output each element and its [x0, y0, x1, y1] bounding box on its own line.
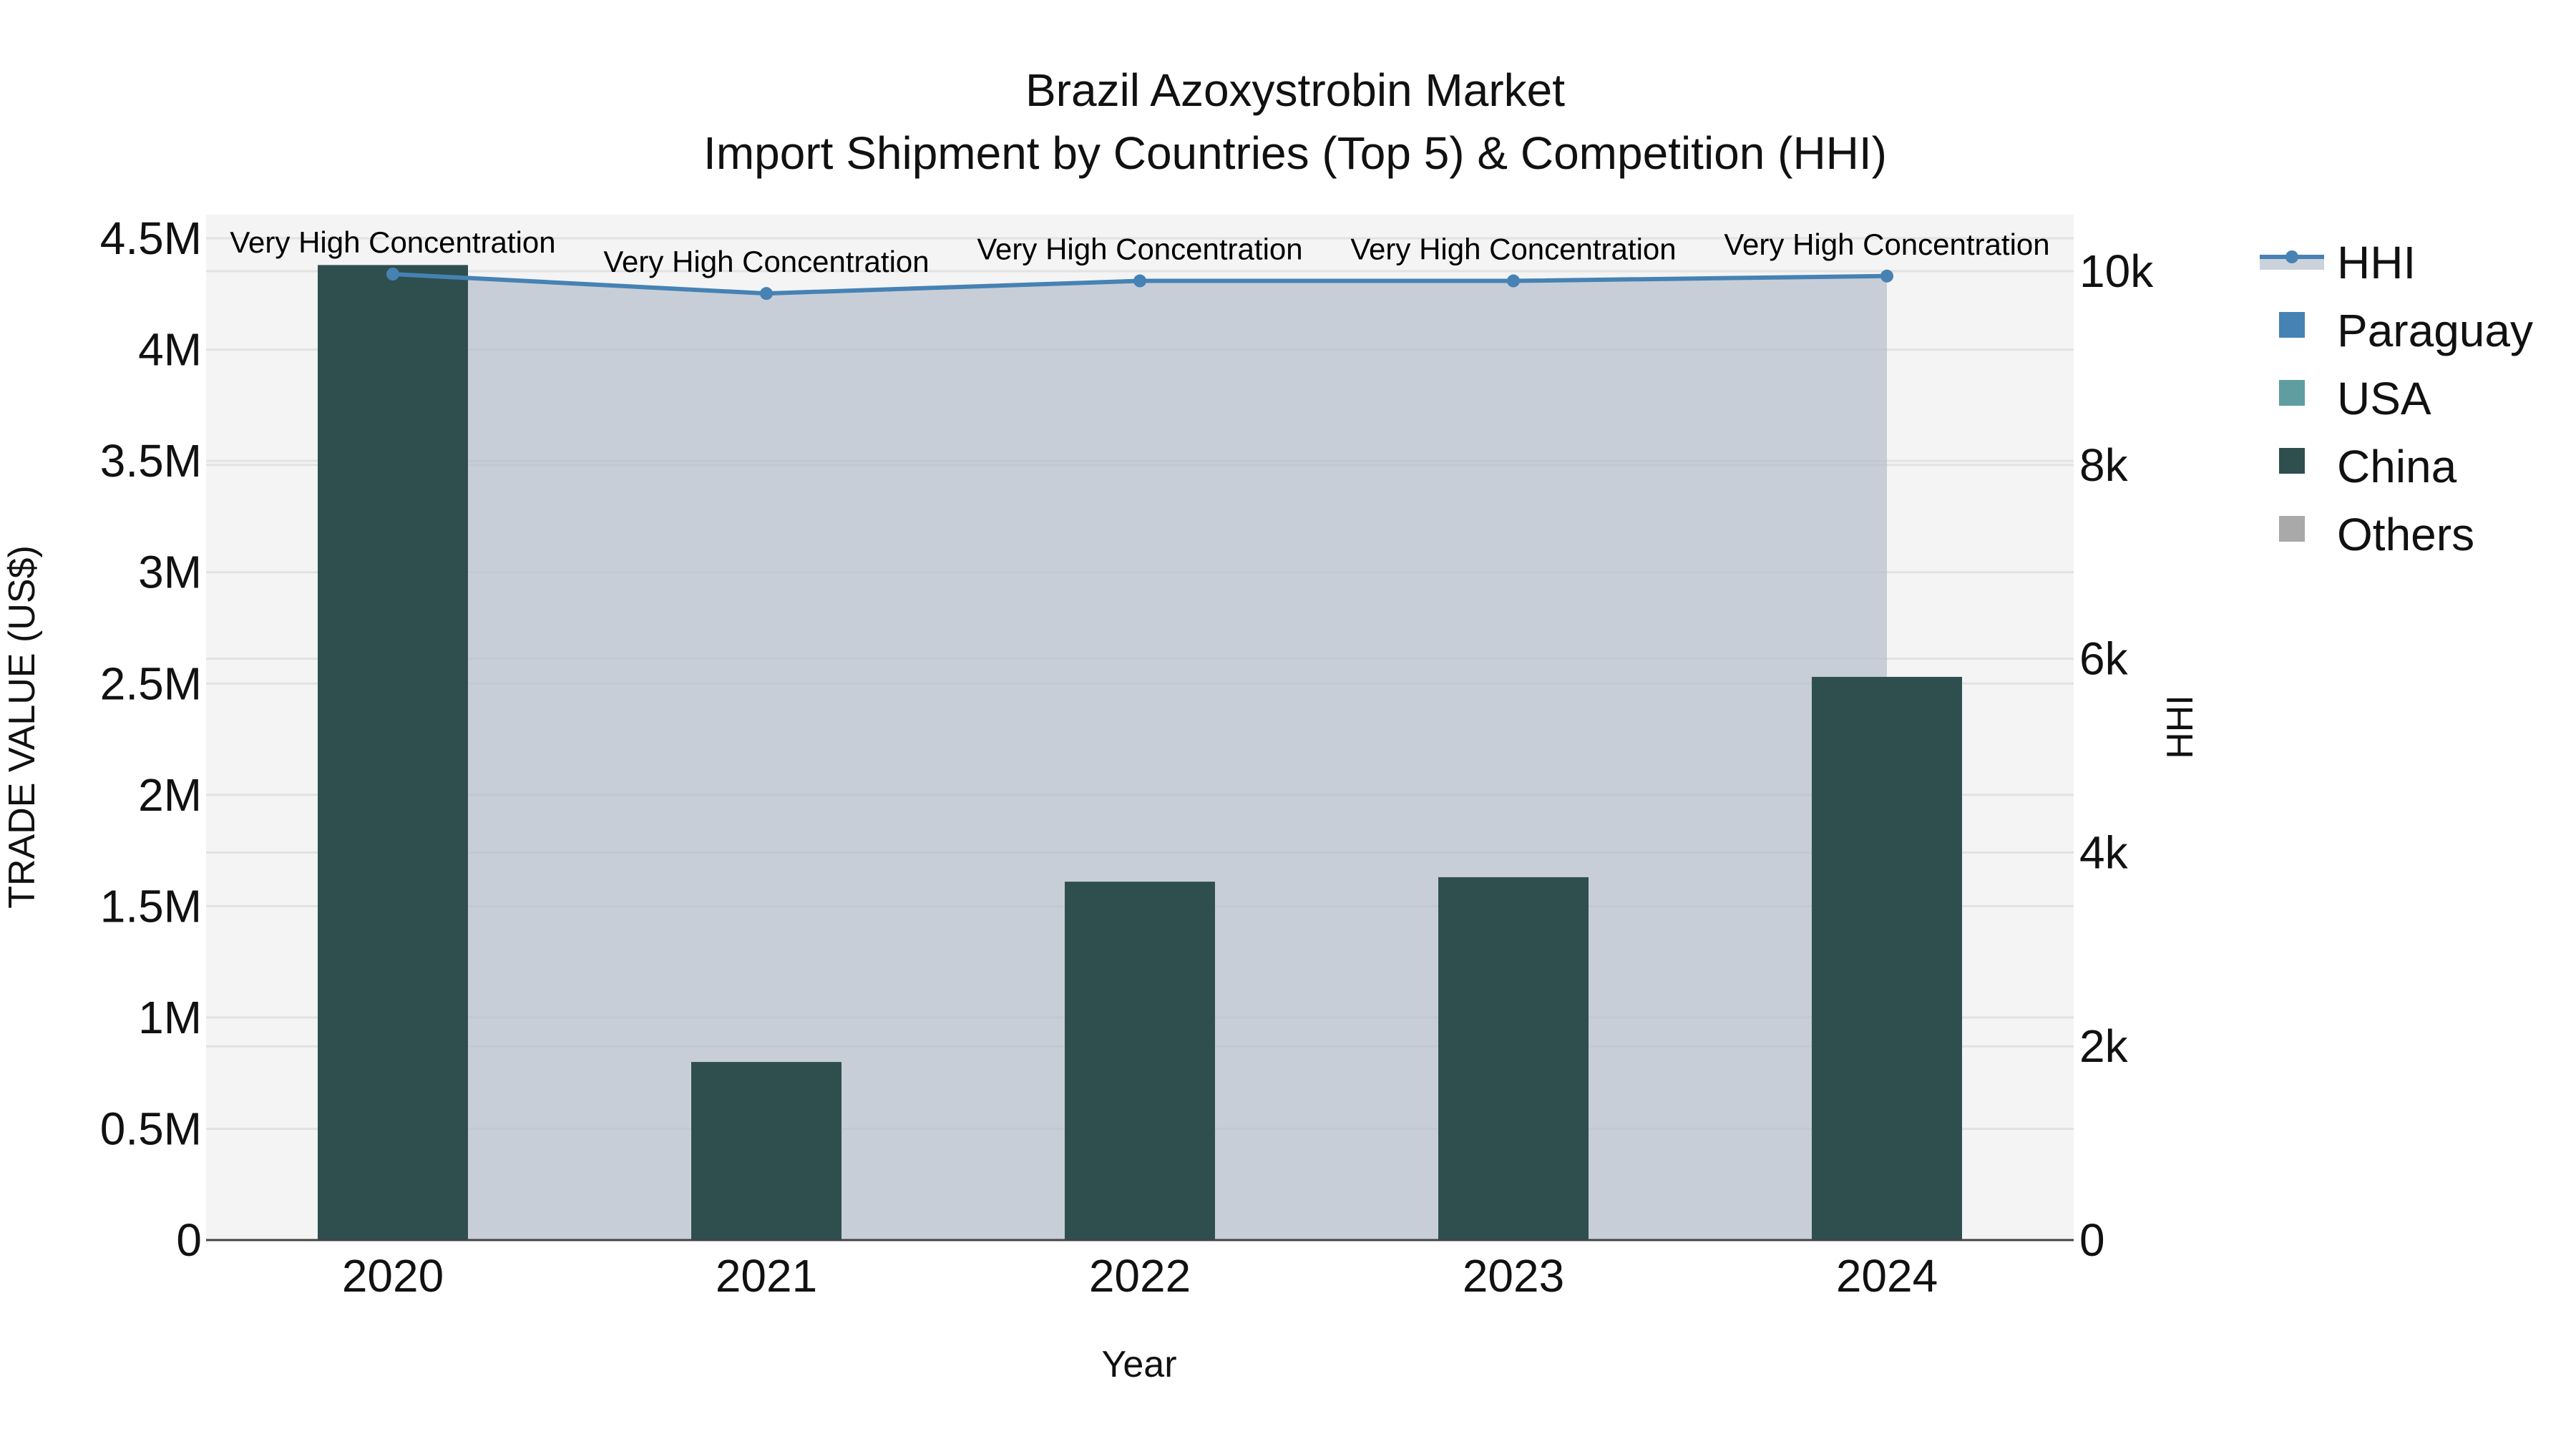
y-axis-title: TRADE VALUE (US$): [1, 545, 43, 909]
bar-china-2023[interactable]: [1438, 877, 1589, 1240]
x-tick-label: 2024: [1836, 1250, 1938, 1302]
y2-axis-title: HHI: [2160, 695, 2201, 759]
hhi-annotation: Very High Concentration: [977, 233, 1302, 266]
hhi-marker-2024[interactable]: [1880, 269, 1893, 283]
y-tick-label: 0.5M: [100, 1103, 202, 1154]
legend-item-china[interactable]: China: [2279, 441, 2457, 492]
y2-tick-label: 6k: [2079, 633, 2129, 685]
bar-china-2024[interactable]: [1812, 676, 1962, 1240]
legend-item-usa[interactable]: USA: [2279, 373, 2431, 424]
legend-square-icon: [2279, 380, 2305, 406]
y2-tick-label: 0: [2079, 1214, 2105, 1266]
y-tick-label: 1M: [138, 992, 202, 1043]
x-tick-label: 2021: [716, 1250, 817, 1302]
legend-label: USA: [2337, 373, 2431, 424]
legend-item-hhi[interactable]: HHI: [2260, 237, 2416, 288]
y2-tick-label: 10k: [2079, 245, 2154, 297]
x-tick-label: 2022: [1089, 1250, 1191, 1302]
hhi-marker-2023[interactable]: [1507, 274, 1520, 288]
legend-marker-icon: [2285, 250, 2298, 263]
y-tick-label: 2.5M: [100, 658, 202, 709]
y2-tick-label: 2k: [2079, 1020, 2129, 1072]
legend-square-icon: [2279, 448, 2305, 474]
legend-label: Paraguay: [2337, 305, 2533, 356]
legend-item-others[interactable]: Others: [2279, 509, 2474, 560]
bar-china-2021[interactable]: [691, 1062, 841, 1240]
legend-label: China: [2337, 441, 2457, 492]
y-tick-label: 0: [176, 1214, 202, 1266]
x-tick-label: 2020: [342, 1250, 444, 1302]
hhi-annotation: Very High Concentration: [1350, 233, 1676, 266]
hhi-line[interactable]: [386, 268, 1893, 301]
hhi-marker-2022[interactable]: [1133, 274, 1146, 288]
bars: [318, 265, 1962, 1241]
bar-china-2022[interactable]: [1065, 882, 1215, 1240]
annotations: Very High Concentration Very High Concent…: [230, 225, 2049, 278]
hhi-annotation: Very High Concentration: [1724, 228, 2049, 261]
legend-label: Others: [2337, 509, 2474, 560]
y-tick-label: 2M: [138, 769, 202, 821]
y-tick-label: 1.5M: [100, 880, 202, 932]
x-tick-label: 2023: [1463, 1250, 1564, 1302]
bar-china-2020[interactable]: [318, 265, 468, 1241]
chart-subtitle: Import Shipment by Countries (Top 5) & C…: [703, 127, 1887, 179]
hhi-marker-2020[interactable]: [386, 268, 399, 281]
hhi-annotation: Very High Concentration: [230, 225, 555, 259]
legend-square-icon: [2279, 312, 2305, 338]
legend-label: HHI: [2337, 237, 2416, 288]
x-axis: 2020 2021 2022 2023 2024: [342, 1250, 1938, 1302]
hhi-marker-2021[interactable]: [760, 287, 773, 301]
x-axis-title: Year: [1101, 1344, 1176, 1385]
y-tick-label: 3M: [138, 547, 202, 598]
y-axis-right: 0 2k 4k 6k 8k 10k: [2079, 245, 2154, 1266]
chart-title: Brazil Azoxystrobin Market: [1025, 64, 1565, 116]
y2-tick-label: 4k: [2079, 826, 2129, 878]
y-axis-left: 0 0.5M 1M 1.5M 2M 2.5M 3M 3.5M 4M 4.5M: [100, 213, 202, 1266]
y-tick-label: 4M: [138, 324, 202, 376]
y-tick-label: 4.5M: [100, 213, 202, 264]
y2-tick-label: 8k: [2079, 439, 2129, 491]
hhi-annotation: Very High Concentration: [603, 245, 929, 278]
legend-item-paraguay[interactable]: Paraguay: [2279, 305, 2533, 356]
legend-square-icon: [2279, 516, 2305, 542]
y-tick-label: 3.5M: [100, 435, 202, 487]
legend: HHI Paraguay USA China Others: [2260, 237, 2533, 560]
